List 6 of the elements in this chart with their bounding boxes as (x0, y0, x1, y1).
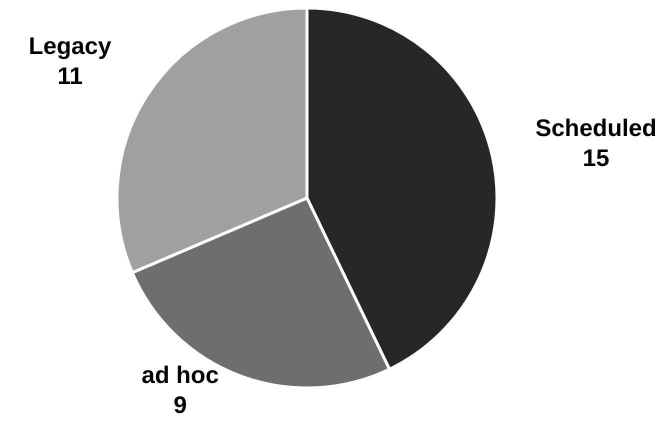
data-label: 15 (582, 145, 610, 172)
data-label: 11 (57, 62, 83, 90)
slice-label: Legacy (28, 32, 112, 60)
data-label: 9 (173, 392, 187, 419)
slice-label: ad hoc (141, 362, 219, 389)
slice-label: Scheduled (535, 115, 657, 142)
